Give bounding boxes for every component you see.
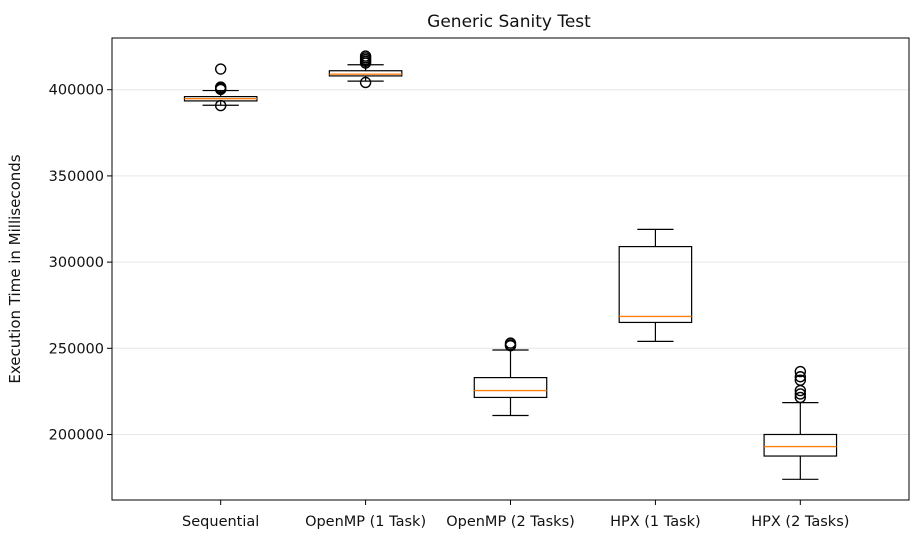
outlier-point <box>794 371 807 383</box>
outlier-point <box>794 365 807 378</box>
outlier-point <box>794 384 807 397</box>
outlier-point <box>504 340 517 352</box>
y-tick-label: 250000 <box>49 341 104 357</box>
box-group <box>328 50 403 89</box>
y-tick-label: 200000 <box>49 427 104 443</box>
x-tick-label: Sequential <box>182 514 259 530</box>
iqr-box <box>328 70 403 77</box>
iqr-box <box>473 377 548 399</box>
outlier-point <box>214 63 227 75</box>
box-layer <box>183 50 838 480</box>
x-tick-label: OpenMP (2 Tasks) <box>446 514 575 530</box>
axis-layer: 200000 250000 300000 350000 400000 Sequential… <box>49 83 850 530</box>
y-tick-label: 350000 <box>49 169 104 185</box>
y-axis-label: Execution Time in Milliseconds <box>6 154 24 383</box>
box-group <box>763 365 838 480</box>
box-group <box>473 337 548 417</box>
outlier-point <box>214 99 227 112</box>
chart-title: Generic Sanity Test <box>427 12 591 32</box>
box-group <box>183 63 258 112</box>
grid-layer <box>112 89 909 435</box>
outlier-point <box>214 83 227 96</box>
y-tick-label: 300000 <box>49 255 104 271</box>
x-tick-label: HPX (2 Tasks) <box>751 514 849 530</box>
box-group <box>618 228 693 343</box>
outlier-point <box>794 391 807 404</box>
iqr-box <box>618 245 693 324</box>
x-tick-label: HPX (1 Task) <box>610 514 701 530</box>
plot-frame <box>111 37 910 501</box>
outlier-point <box>794 388 807 400</box>
outlier-point <box>359 76 372 89</box>
y-tick-label: 400000 <box>49 83 104 99</box>
iqr-box <box>763 433 838 457</box>
x-tick-label: OpenMP (1 Task) <box>305 514 426 530</box>
outlier-point <box>359 57 372 69</box>
